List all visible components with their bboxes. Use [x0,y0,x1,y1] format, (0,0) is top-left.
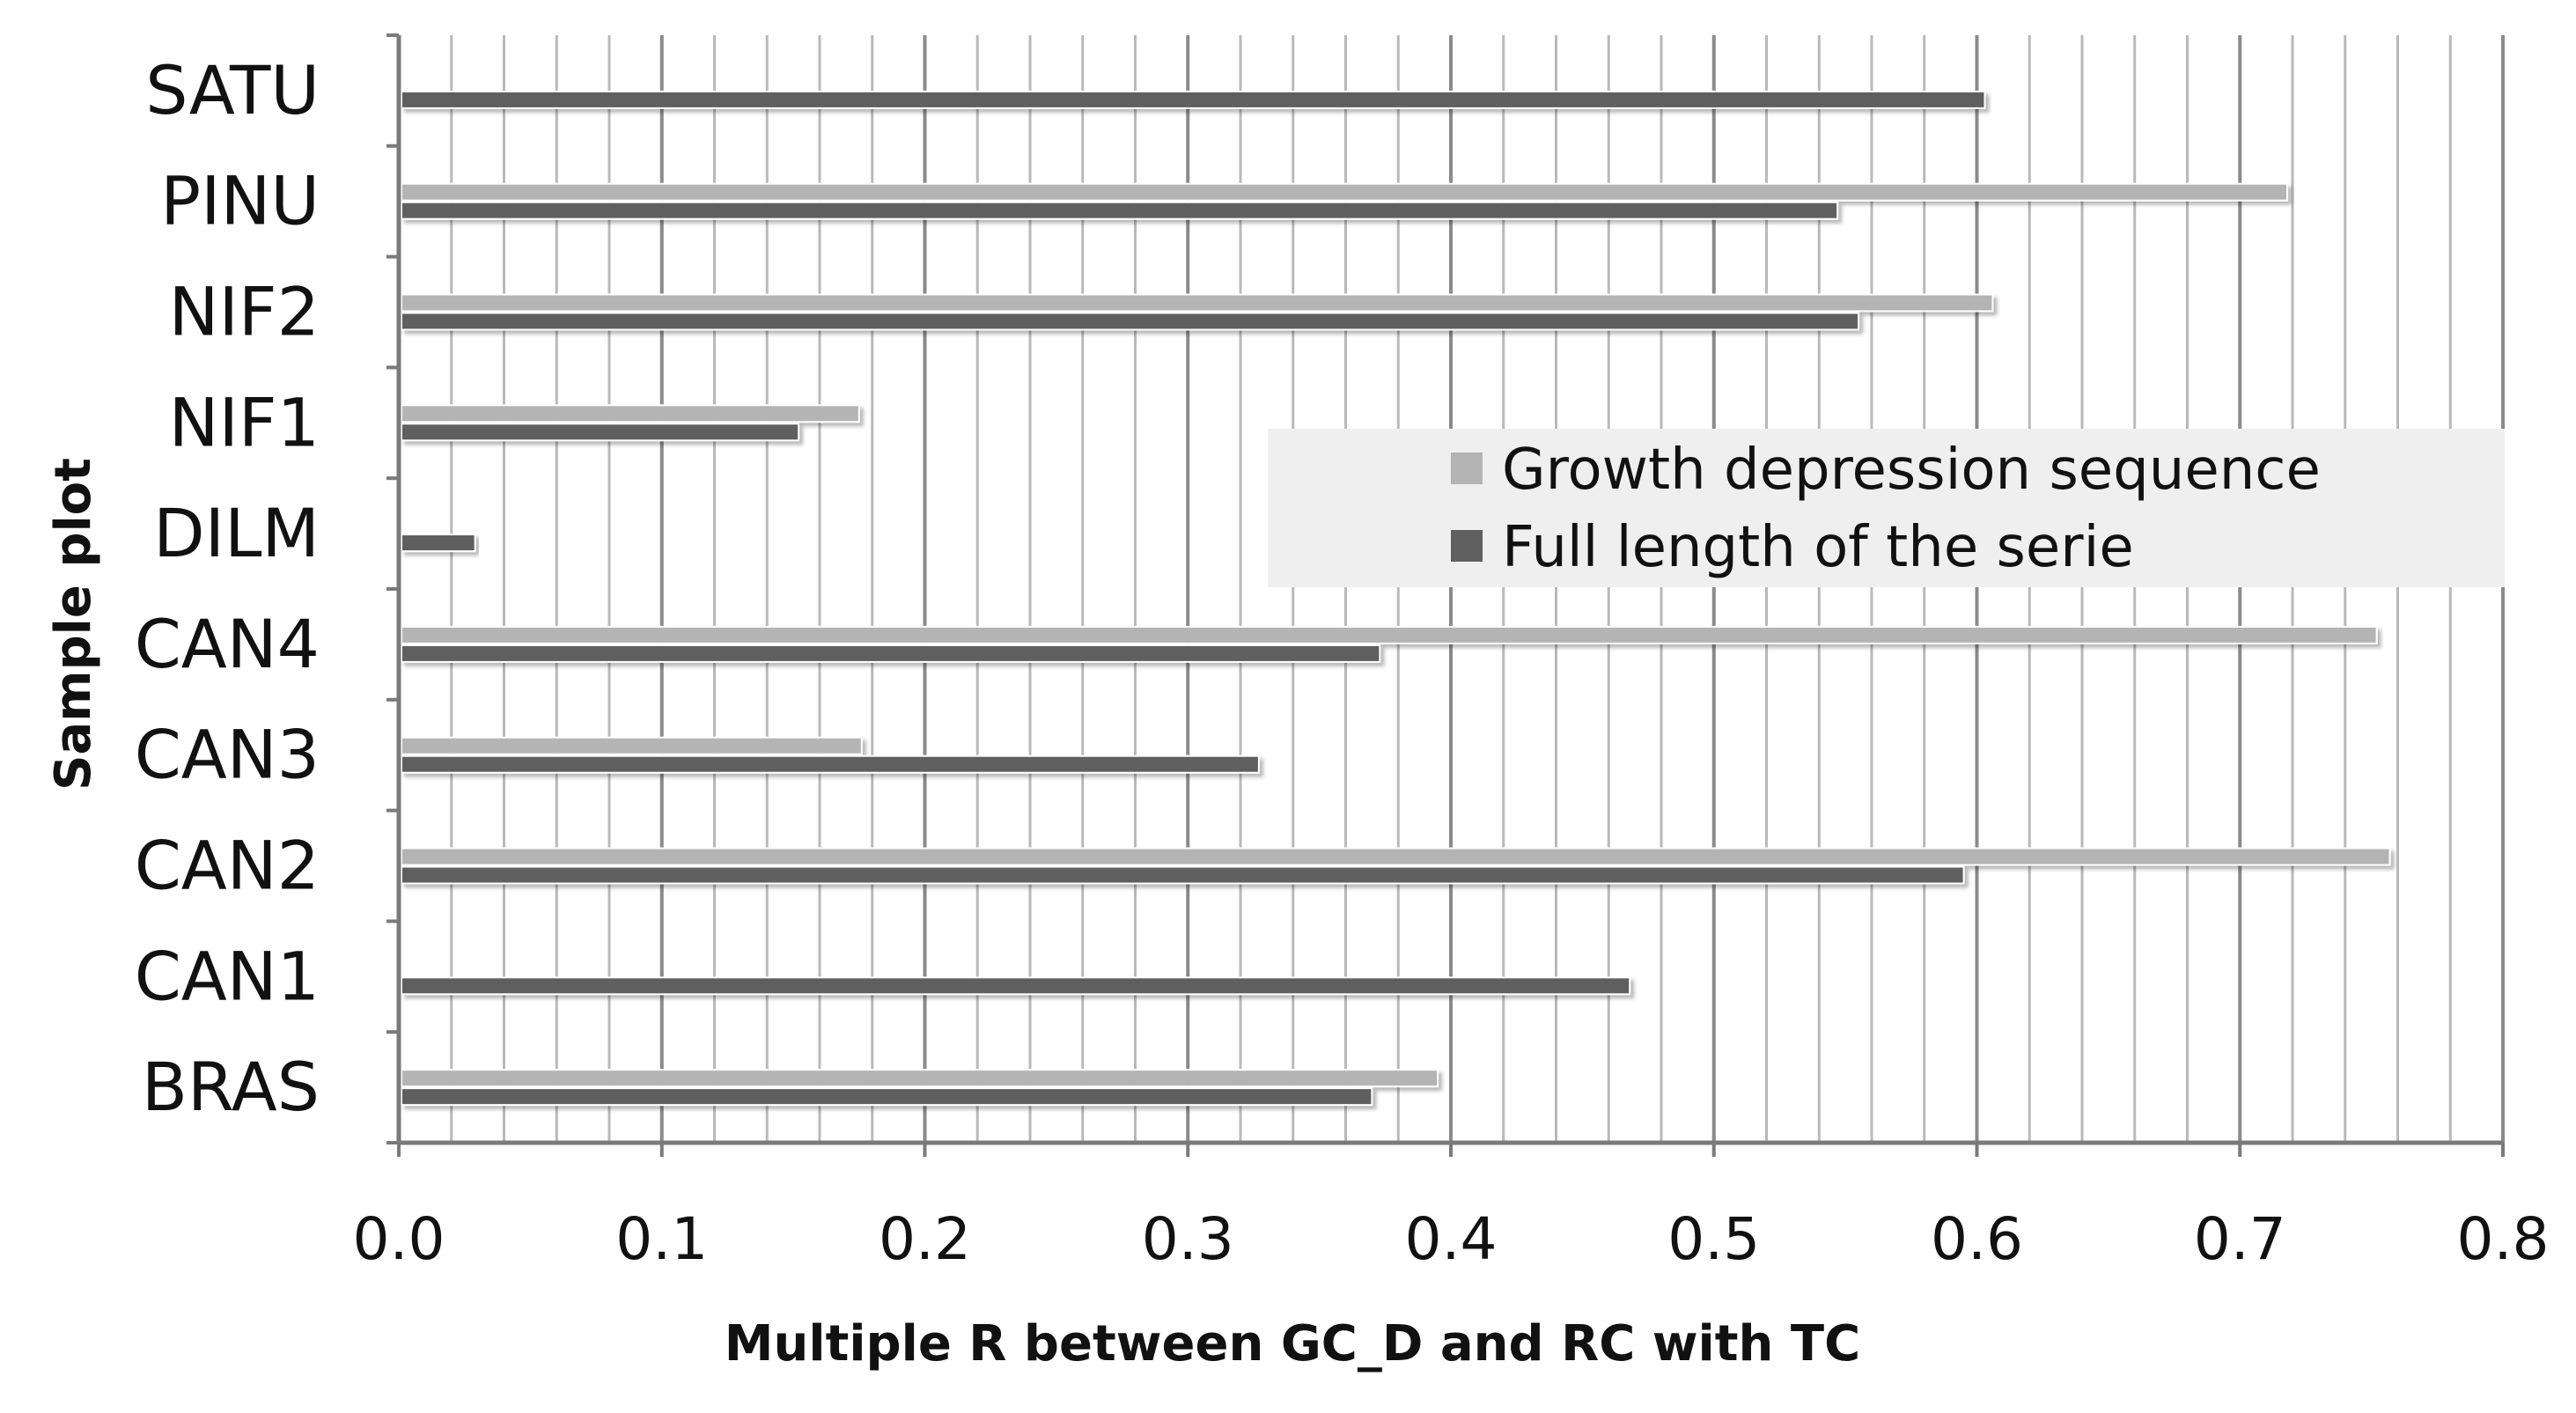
x-tick-label: 0.6 [1931,1205,2023,1273]
y-axis-category-labels: BRAS CAN1 CAN2 CAN3 CAN4 DILM NIF1 NIF2 PINU SATU [135,51,320,1126]
bar-can2-full-length-of-the-serie [401,865,1965,885]
category-label-bras: BRAS [142,1048,320,1126]
x-tick-label: 0.7 [2194,1205,2286,1273]
category-label-satu: SATU [145,51,320,129]
category-label-dilm: DILM [153,494,320,572]
legend: Growth depression sequence Full length o… [1268,429,2505,587]
legend-label-full-length: Full length of the serie [1502,515,2134,580]
bar-bras-full-length-of-the-serie [401,1087,1373,1107]
x-axis-ticks [386,33,2505,1157]
category-label-nif2: NIF2 [169,273,320,351]
x-tick-label: 0.5 [1667,1205,1760,1273]
category-label-nif1: NIF1 [169,383,320,461]
legend-swatch-growth-depression [1451,453,1483,484]
bar-nif2-full-length-of-the-serie [401,312,1860,331]
bar-satu-full-length-of-the-serie [401,90,1986,109]
bar-nif1-full-length-of-the-serie [401,423,800,442]
bar-can1-full-length-of-the-serie [401,976,1631,996]
bar-can3-full-length-of-the-serie [401,754,1260,774]
bar-bras-growth-depression-sequence [401,1069,1439,1088]
x-tick-label: 0.0 [353,1205,445,1273]
category-label-can4: CAN4 [135,605,320,683]
x-tick-label: 0.1 [615,1205,708,1273]
legend-label-growth-depression: Growth depression sequence [1502,438,2321,503]
x-axis-tick-labels: 0.0 0.1 0.2 0.3 0.4 0.5 0.6 0.7 0.8 [353,1205,2550,1273]
category-label-can2: CAN2 [135,827,320,905]
category-label-can1: CAN1 [135,937,320,1015]
bar-dilm-full-length-of-the-serie [401,534,476,553]
x-tick-label: 0.2 [879,1205,971,1273]
bar-nif2-growth-depression-sequence [401,293,1994,313]
x-tick-label: 0.8 [2457,1205,2550,1273]
x-tick-label: 0.4 [1405,1205,1498,1273]
bars [401,90,2391,1107]
bar-nif1-growth-depression-sequence [401,404,860,423]
bar-can2-growth-depression-sequence [401,847,2391,866]
bar-pinu-growth-depression-sequence [401,182,2289,202]
bar-can4-growth-depression-sequence [401,625,2378,644]
x-tick-label: 0.3 [1142,1205,1234,1273]
x-axis-title: Multiple R between GC_D and RC with TC [725,1315,1860,1373]
y-axis-title: Sample plot [45,458,102,791]
category-label-can3: CAN3 [135,716,320,794]
category-label-pinu: PINU [160,162,320,240]
bar-can4-full-length-of-the-serie [401,644,1381,663]
legend-swatch-full-length [1451,530,1483,562]
bar-can3-growth-depression-sequence [401,736,863,755]
bar-pinu-full-length-of-the-serie [401,201,1839,220]
